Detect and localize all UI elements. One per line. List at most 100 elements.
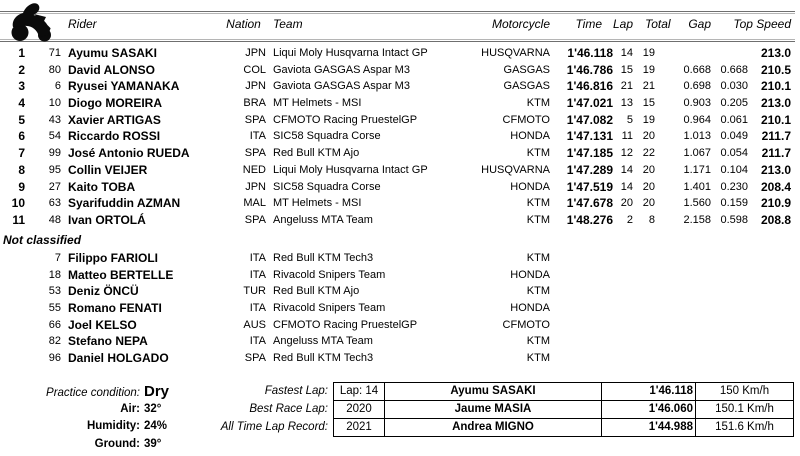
column-header-rider: Rider: [68, 17, 97, 31]
gap-to-prev: [711, 350, 748, 367]
rider-number: 10: [48, 97, 61, 110]
classified-rows: 1 71 Ayumu SASAKI JPN Liqui Moly Husqvarna I…: [0, 45, 791, 229]
rider-name: Kaito TOBA: [68, 179, 136, 194]
result-row: 11 48 Ivan ORTOLÁ SPA Angeluss MTA Team KTM 1'…: [0, 212, 791, 229]
team: Red Bull KTM Tech3: [273, 352, 374, 365]
position: 11: [12, 212, 25, 227]
rider-name: Joel KELSO: [68, 317, 137, 332]
lap-time: 1'47.678: [566, 196, 613, 211]
rider-name: Daniel HOLGADO: [68, 351, 169, 366]
total-laps: 19: [642, 47, 655, 59]
result-row: 53 Deniz ÖNCÜ TUR Red Bull KTM Ajo KTM: [0, 283, 791, 300]
gap-to-prev: [711, 333, 748, 350]
gap-to-first: [655, 267, 711, 284]
rider-number: 6: [54, 80, 61, 93]
rider-name: Collin VEIJER: [68, 162, 148, 177]
nation: SPA: [244, 213, 266, 226]
gap-to-first: [655, 283, 711, 300]
gap-to-first: 1.013: [683, 130, 711, 143]
motorcycle: KTM: [526, 213, 550, 226]
lap: [613, 333, 633, 350]
result-row: 6 54 Riccardo ROSSI ITA SIC58 Squadra Corse H…: [0, 128, 791, 145]
total-laps: [633, 283, 655, 300]
position: 1: [18, 46, 25, 60]
motorcycle: GASGAS: [503, 80, 550, 93]
rider-name: Stefano NEPA: [68, 334, 148, 349]
lap-time: [550, 267, 613, 284]
gap-to-first: 0.964: [683, 113, 711, 126]
rider-number: 63: [48, 197, 61, 210]
top-speed: [748, 317, 791, 334]
gap-to-first: 1.401: [683, 180, 711, 193]
top-speed: [748, 250, 791, 267]
nation: SPA: [244, 113, 266, 126]
lap-time: 1'48.276: [566, 212, 613, 227]
motorcycle: HUSQVARNA: [481, 163, 550, 176]
motorcycle: CFMOTO: [502, 318, 550, 331]
team: SIC58 Squadra Corse: [273, 130, 381, 143]
position: [0, 267, 25, 284]
lap-time: 1'47.082: [566, 112, 613, 127]
result-row: 2 80 David ALONSO COL Gaviota GASGAS Aspar M…: [0, 62, 791, 79]
nation: ITA: [249, 302, 266, 315]
column-header-team: Team: [273, 17, 303, 31]
team: CFMOTO Racing PruestelGP: [273, 113, 418, 126]
nation: SPA: [244, 352, 266, 365]
lap: [613, 300, 633, 317]
record-speed: 151.6 Km/h: [715, 421, 774, 433]
team: Gaviota GASGAS Aspar M3: [273, 63, 410, 76]
header-top-line-light: [0, 13, 795, 14]
gap-to-prev: [711, 250, 748, 267]
record-label: All Time Lap Record:: [220, 421, 328, 433]
header-top-line-dark: [0, 11, 795, 12]
total-laps: [633, 350, 655, 367]
top-speed: [748, 300, 791, 317]
top-speed: 210.1: [760, 112, 791, 127]
position: 3: [18, 79, 25, 94]
team: Gaviota GASGAS Aspar M3: [273, 80, 410, 93]
not-classified-label: Not classified: [3, 233, 82, 247]
motorcycle: KTM: [526, 197, 550, 210]
rider-number: 71: [48, 47, 61, 59]
total-laps: 20: [642, 197, 655, 210]
rider-name: Riccardo ROSSI: [68, 129, 161, 144]
rider-name: Ayumu SASAKI: [68, 46, 157, 60]
position: 2: [18, 62, 25, 77]
gap-to-first: [655, 350, 711, 367]
team: Red Bull KTM Ajo: [273, 285, 360, 298]
nation: NED: [242, 163, 266, 176]
record-row: 2021 Andrea MIGNO 1'44.988 151.6 Km/h: [334, 419, 793, 436]
record-row: 2020 Jaume MASIA 1'46.060 150.1 Km/h: [334, 401, 793, 419]
column-header-lap: Lap: [613, 17, 634, 31]
lap: 13: [620, 97, 633, 110]
top-speed: [748, 267, 791, 284]
result-row: 82 Stefano NEPA ITA Angeluss MTA Team KTM: [0, 333, 791, 350]
gap-to-prev: 0.205: [720, 97, 748, 110]
record-speed: 150 Km/h: [719, 385, 770, 397]
total-laps: [633, 300, 655, 317]
condition-value: 39°: [144, 437, 162, 450]
top-speed: 213.0: [760, 162, 791, 177]
rider-name: Xavier ARTIGAS: [68, 112, 161, 127]
rider-number: 53: [48, 285, 61, 298]
top-speed: 213.0: [760, 46, 791, 60]
lap: 21: [620, 80, 633, 93]
lap: [613, 267, 633, 284]
nation: BRA: [243, 97, 266, 110]
column-header-nation: Nation: [226, 17, 261, 31]
lap: [613, 350, 633, 367]
total-laps: 20: [642, 130, 655, 143]
gap-to-prev: 0.598: [720, 213, 748, 226]
team: Angeluss MTA Team: [273, 335, 373, 348]
column-header-gap: Gap: [688, 17, 711, 31]
column-header-top-speed: Top Speed: [733, 17, 791, 31]
lap: 11: [621, 130, 633, 143]
gap-to-prev: [711, 317, 748, 334]
top-speed: 211.7: [761, 129, 791, 144]
team: MT Helmets - MSI: [273, 197, 362, 210]
result-row: 9 27 Kaito TOBA JPN SIC58 Squadra Corse HONDA…: [0, 179, 791, 196]
gap-to-first: [655, 317, 711, 334]
motorcycle: KTM: [526, 285, 550, 298]
result-row: 66 Joel KELSO AUS CFMOTO Racing PruestelGP C…: [0, 317, 791, 334]
